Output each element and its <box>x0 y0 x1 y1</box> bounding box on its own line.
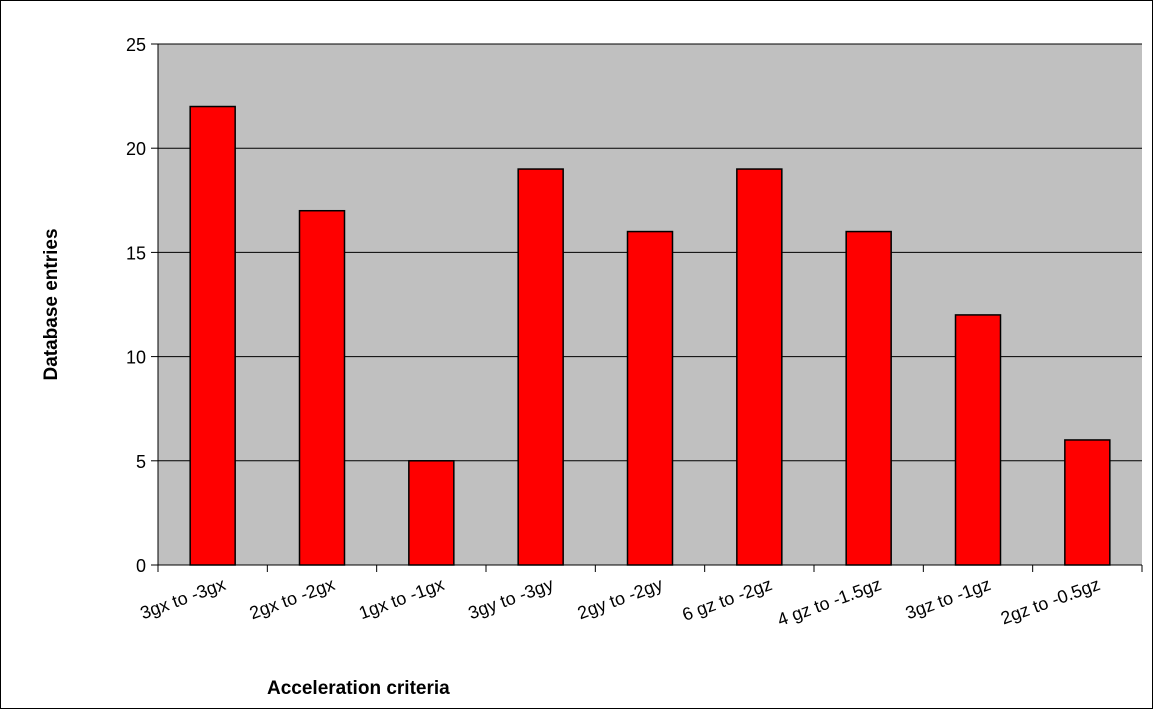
x-tick-label: 3gy to -3gy <box>466 574 557 623</box>
x-tick-label: 3gx to -3gx <box>138 574 229 623</box>
y-tick-label: 10 <box>126 348 146 368</box>
x-tick-label: 1gx to -1gx <box>356 574 447 623</box>
x-tick-label: 2gz to -0.5gz <box>998 574 1103 628</box>
bar <box>408 460 455 566</box>
x-tick-label: 6 gz to -2gz <box>679 574 774 625</box>
y-tick-label: 25 <box>126 35 146 55</box>
x-axis-ticks: 3gx to -3gx 2gx to -2gx 1gx to -1gx 3gy to … <box>138 565 1143 630</box>
bars <box>189 105 1111 566</box>
bar <box>845 230 892 566</box>
bar <box>298 209 346 566</box>
x-tick-label: 2gy to -2gy <box>575 574 666 623</box>
y-axis-ticks: 0 5 10 15 20 25 <box>126 35 158 576</box>
bar <box>517 168 564 566</box>
bar <box>189 105 236 566</box>
x-axis-title: Acceleration criteria <box>267 678 450 699</box>
x-tick-label: 3gz to -1gz <box>903 574 994 623</box>
y-axis-title: Database entries <box>41 228 62 380</box>
bar <box>626 230 674 566</box>
x-tick-label: 2gx to -2gx <box>247 574 338 623</box>
bar <box>736 168 783 566</box>
x-tick-label: 4 gz to -1.5gz <box>775 574 884 630</box>
bar <box>954 314 1002 566</box>
y-tick-label: 5 <box>136 452 146 472</box>
bar <box>1064 439 1111 566</box>
y-tick-label: 15 <box>126 243 146 263</box>
y-tick-label: 20 <box>126 139 146 159</box>
y-tick-label: 0 <box>136 556 146 576</box>
